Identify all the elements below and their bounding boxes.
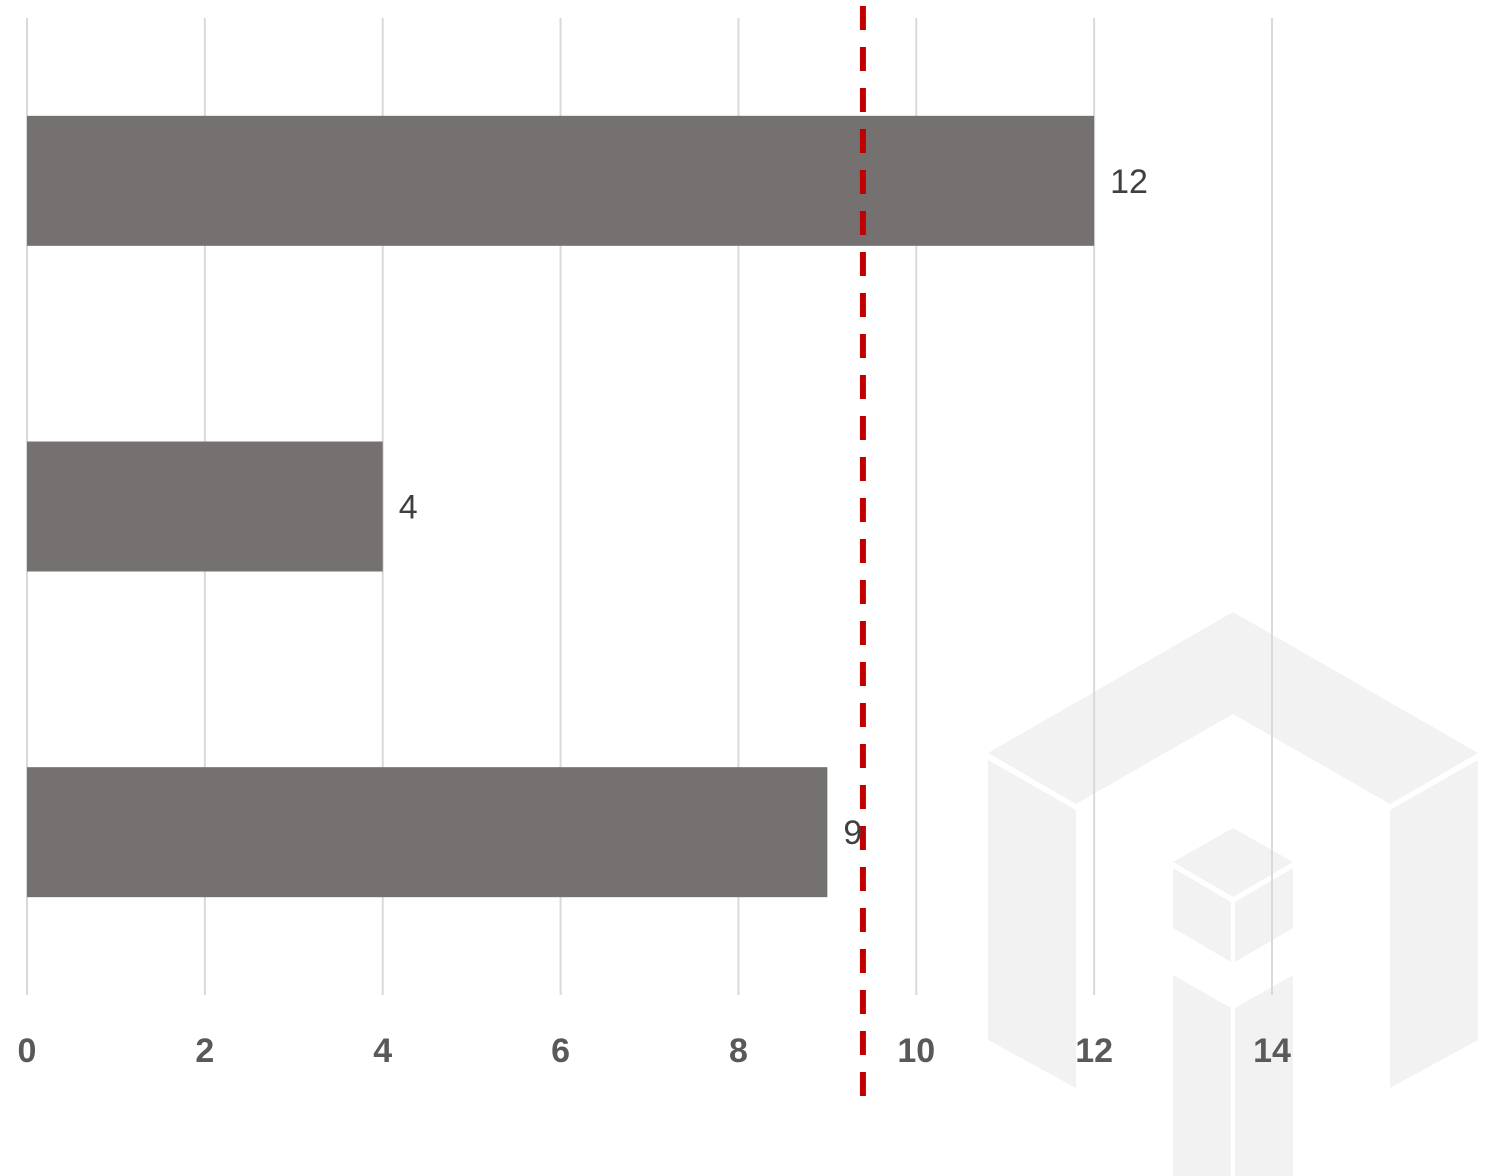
bar-1 (27, 115, 1095, 246)
data-label-1: 12 (1110, 163, 1148, 201)
watermark-logo (988, 612, 1478, 1176)
data-label-3: 9 (843, 814, 862, 852)
bar-2 (27, 441, 383, 572)
x-tick-label-4: 4 (373, 1032, 392, 1070)
x-axis-tick-labels: 0 2 4 6 8 10 12 14 (18, 1032, 1291, 1070)
x-tick-label-10: 10 (897, 1032, 935, 1070)
x-tick-label-2: 2 (195, 1032, 214, 1070)
data-labels: 12 4 9 (399, 163, 1148, 852)
x-tick-label-12: 12 (1075, 1032, 1113, 1070)
x-tick-label-6: 6 (551, 1032, 570, 1070)
x-tick-label-14: 14 (1253, 1032, 1291, 1070)
x-tick-label-0: 0 (18, 1032, 37, 1070)
bar-3 (27, 767, 828, 898)
x-tick-label-8: 8 (729, 1032, 748, 1070)
data-label-2: 4 (399, 489, 418, 527)
bars (27, 115, 1095, 898)
